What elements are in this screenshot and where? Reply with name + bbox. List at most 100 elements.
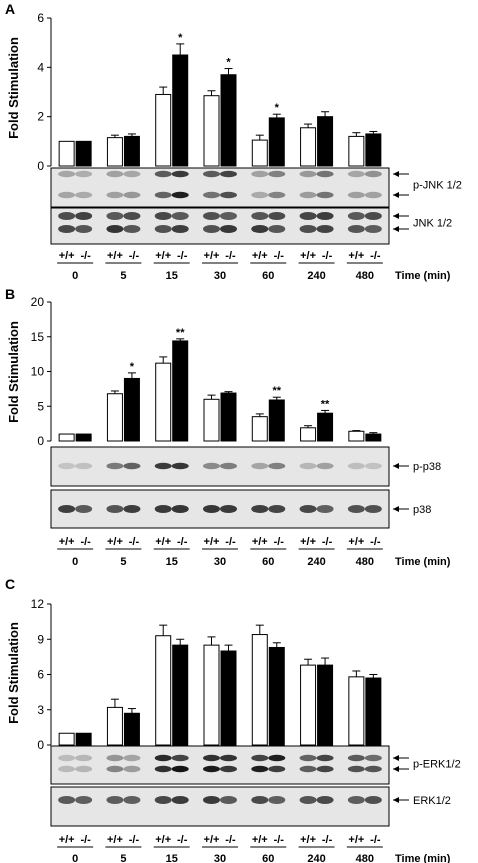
blot-band <box>251 212 269 220</box>
bar-wt <box>203 398 220 442</box>
blot-frame <box>50 446 390 487</box>
genotype-label-wt: +/+ <box>107 536 123 548</box>
blot-band <box>154 462 172 470</box>
time-label: 60 <box>262 270 274 282</box>
bar-wt <box>348 676 365 746</box>
blot-band <box>171 505 189 513</box>
blot-label: p-JNK 1/2 <box>413 180 462 192</box>
blot-band <box>316 225 334 233</box>
blot-band <box>299 754 317 762</box>
blot-band <box>75 170 93 178</box>
genotype-label-ko: -/- <box>177 250 188 262</box>
y-tick-label: 12 <box>31 597 45 611</box>
blot-band <box>316 191 334 199</box>
western-blot: p-p38 <box>50 446 441 487</box>
blot-band <box>58 225 76 233</box>
blot-band <box>347 462 365 470</box>
panel-C: C Fold Stimulation 0 3 6 9 12 p-ERK1/2 ERK1/2 +/+… <box>5 576 461 863</box>
y-tick-label: 0 <box>37 159 44 173</box>
time-label: 30 <box>214 270 226 282</box>
blot-label: p-p38 <box>413 461 441 473</box>
x-axis-label: Time (min) <box>395 270 451 282</box>
blot-band <box>75 754 93 762</box>
time-label: 480 <box>356 853 374 863</box>
blot-band <box>220 505 237 513</box>
blot-band <box>58 462 76 470</box>
blot-band <box>123 212 141 220</box>
genotype-label-ko: -/- <box>177 536 188 548</box>
bar-ko <box>172 340 189 442</box>
blot-band <box>123 505 141 513</box>
x-axis-label: Time (min) <box>395 853 451 863</box>
genotype-label-ko: -/- <box>322 834 333 846</box>
blot-band <box>364 505 382 513</box>
blot-band <box>106 225 124 233</box>
blot-band <box>220 170 237 178</box>
genotype-label-ko: -/- <box>370 834 381 846</box>
bar-wt <box>58 732 75 746</box>
time-label: 15 <box>166 853 178 863</box>
blot-band <box>123 225 141 233</box>
blot-band <box>268 462 286 470</box>
significance-marker: * <box>130 361 135 373</box>
bar-wt <box>155 635 172 746</box>
bar-ko <box>123 712 140 746</box>
genotype-label-wt: +/+ <box>59 536 75 548</box>
blot-band <box>171 212 189 220</box>
genotype-label-wt: +/+ <box>155 834 171 846</box>
bar-ko <box>220 650 237 746</box>
panel-letter: B <box>5 286 15 302</box>
arrowhead-icon <box>393 192 399 198</box>
blot-band <box>154 754 172 762</box>
blot-band <box>171 225 189 233</box>
genotype-label-ko: -/- <box>370 250 381 262</box>
blot-band <box>154 225 172 233</box>
bar-wt <box>58 140 75 167</box>
blot-band <box>58 754 76 762</box>
y-tick-label: 0 <box>37 738 44 752</box>
genotype-label-wt: +/+ <box>252 834 268 846</box>
time-label: 15 <box>166 556 178 568</box>
genotype-label-wt: +/+ <box>348 834 364 846</box>
blot-band <box>171 191 189 199</box>
y-axis-label: Fold Stimulation <box>6 321 21 423</box>
bar-wt <box>348 430 365 442</box>
blot-band <box>220 225 237 233</box>
time-label: 0 <box>72 270 78 282</box>
blot-band <box>364 170 382 178</box>
blot-band <box>123 796 141 804</box>
western-blot: p38 <box>50 489 431 529</box>
genotype-label-wt: +/+ <box>348 250 364 262</box>
blot-band <box>268 765 286 773</box>
blot-band <box>347 191 365 199</box>
genotype-label-wt: +/+ <box>204 834 220 846</box>
bar-wt <box>251 139 268 167</box>
blot-band <box>106 462 124 470</box>
genotype-label-wt: +/+ <box>300 250 316 262</box>
bar-wt <box>251 416 268 442</box>
time-label: 480 <box>356 270 374 282</box>
blot-band <box>268 505 286 513</box>
blot-frame <box>50 745 390 785</box>
blot-band <box>154 505 172 513</box>
western-blot: JNK 1/2 <box>50 207 452 245</box>
arrowhead-icon <box>393 766 399 772</box>
bar-wt <box>300 664 317 746</box>
blot-band <box>123 754 141 762</box>
bar-ko <box>317 116 334 167</box>
bar-wt <box>106 393 123 442</box>
genotype-label-ko: -/- <box>80 834 91 846</box>
blot-band <box>203 462 220 470</box>
blot-band <box>347 754 365 762</box>
time-label: 60 <box>262 853 274 863</box>
genotype-label-ko: -/- <box>129 250 140 262</box>
blot-band <box>347 505 365 513</box>
blot-band <box>251 462 269 470</box>
western-blot: p-ERK1/2 <box>50 745 461 785</box>
genotype-label-wt: +/+ <box>107 250 123 262</box>
time-label: 5 <box>120 853 126 863</box>
blot-band <box>154 212 172 220</box>
bar-ko <box>75 732 92 746</box>
blot-band <box>75 191 93 199</box>
